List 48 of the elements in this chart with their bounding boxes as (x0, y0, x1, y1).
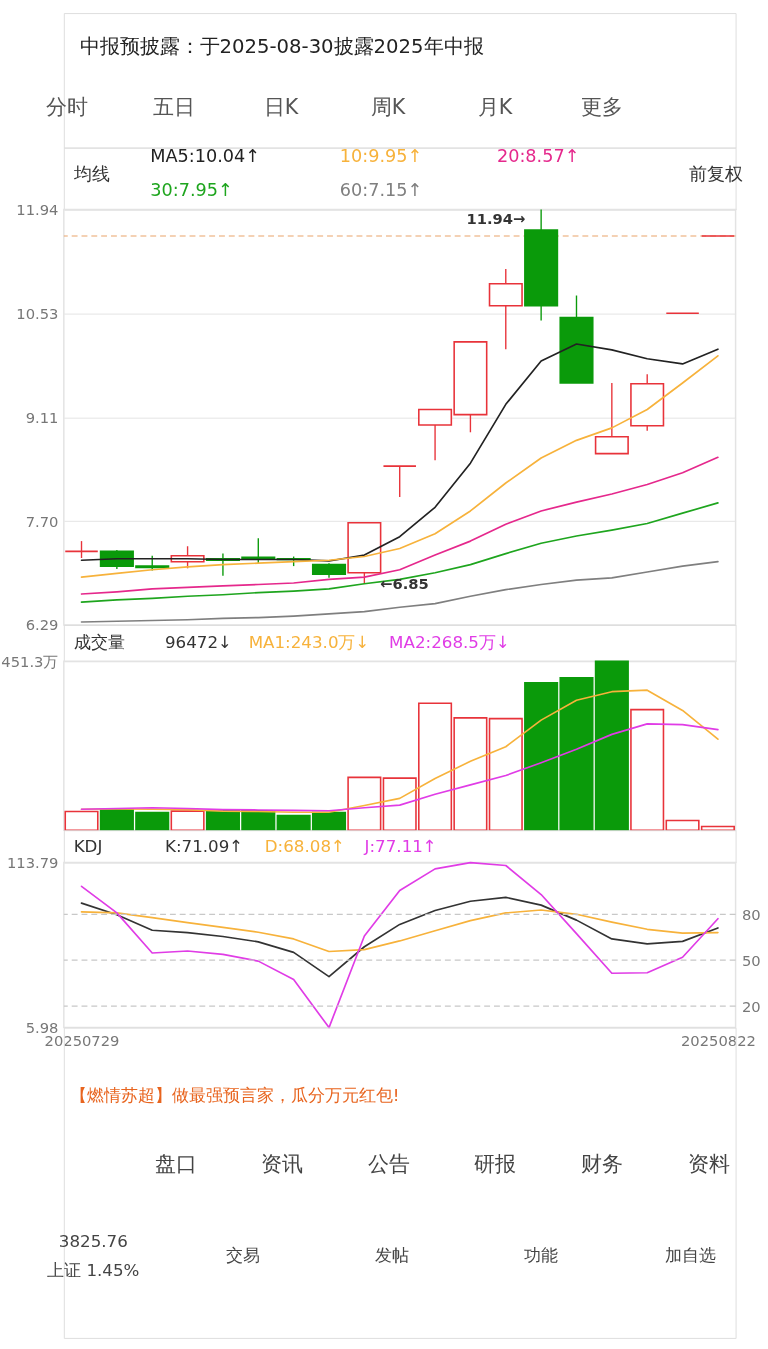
chart-title: 中报预披露：于2025-08-30披露2025年中报 (79, 35, 484, 59)
legend-title: 成交量 (73, 632, 125, 652)
y2-tick-label: 80 (741, 905, 761, 923)
text: 交易 (225, 1246, 260, 1266)
legend-title: KDJ (73, 836, 103, 856)
text: 60:7.15↑ (339, 179, 423, 200)
text: MA1:243.0万↓ (248, 632, 370, 652)
y-tick-label: 10.53 (16, 304, 59, 322)
text: 资料 (687, 1151, 730, 1176)
text: D:68.08↑ (264, 836, 346, 856)
text: 财务 (581, 1151, 624, 1176)
y-tick-label: 6.29 (25, 616, 59, 634)
text: 研报 (474, 1151, 517, 1176)
x-tick-label: 20250822 (680, 1031, 756, 1049)
text: 日K (263, 95, 299, 120)
text: 发帖 (374, 1246, 409, 1266)
chart-subtitle: 前复权 (688, 164, 743, 185)
text: MA2:268.5万↓ (389, 632, 510, 652)
text: 更多 (581, 95, 624, 120)
y-tick-label: 9.11 (25, 408, 59, 426)
text: 盘口 (154, 1151, 197, 1176)
y-tick-label: 11.94 (16, 200, 59, 218)
text: 月K (477, 95, 513, 120)
text: 【燃情苏超】做最强预言家，瓜分万元红包! (69, 1086, 400, 1106)
text: 30:7.95↑ (150, 179, 233, 200)
annotation: ←6.85 (380, 574, 429, 592)
text: 10:9.95↑ (339, 146, 423, 167)
y-tick-label: 7.70 (25, 512, 59, 530)
text: 3825.76 上证 1.45% (47, 1231, 140, 1281)
text: 资讯 (261, 1151, 304, 1176)
y-tick-label: 5.98 (25, 1018, 59, 1036)
text: 加自选 (664, 1246, 716, 1266)
text: 功能 (524, 1246, 559, 1266)
text: MA5:10.04↑ (150, 146, 261, 167)
y-tick-label: 451.3万 (1, 652, 59, 670)
annotation: 11.94→ (466, 210, 526, 228)
y2-tick-label: 20 (741, 997, 761, 1015)
y-tick-label: 113.79 (6, 853, 59, 871)
text: 公告 (367, 1151, 410, 1176)
text: 周K (370, 95, 406, 120)
text: K:71.09↑ (164, 836, 244, 856)
text: 五日 (152, 95, 195, 120)
text: 分时 (45, 95, 88, 120)
text: 96472↓ (164, 632, 233, 652)
text: 20:8.57↑ (496, 146, 580, 167)
y2-tick-label: 50 (741, 951, 761, 969)
legend-title: 均线 (72, 164, 110, 185)
series-label: J:77.11↑ (363, 836, 437, 856)
